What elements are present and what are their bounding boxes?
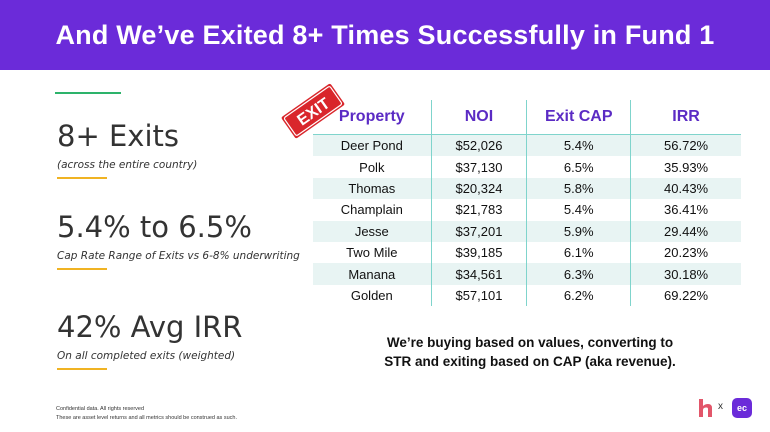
cell-property: Deer Pond bbox=[313, 134, 432, 157]
cell-noi: $52,026 bbox=[430, 134, 527, 157]
stat-value: 5.4% to 6.5% bbox=[57, 210, 252, 244]
cell-property: Polk bbox=[359, 159, 385, 175]
caption-line: We’re buying based on values, converting… bbox=[386, 335, 674, 350]
cell-irr: 35.93% bbox=[630, 156, 741, 178]
cell-exit-cap: 5.9% bbox=[526, 220, 631, 242]
table-row: Two Mile $39,185 6.1% 20.23% bbox=[313, 241, 741, 264]
cell-noi: $37,130 bbox=[430, 156, 527, 178]
cell-exit-cap: 6.5% bbox=[526, 156, 631, 178]
table-row: Golden $57,101 6.2% 69.22% bbox=[313, 284, 741, 307]
cell-property: Jesse bbox=[313, 220, 432, 242]
cell-noi: $57,101 bbox=[430, 284, 527, 307]
stat-cap-rate: 5.4% to 6.5% Cap Rate Range of Exits vs … bbox=[57, 213, 300, 270]
cell-irr: 29.44% bbox=[630, 220, 741, 242]
cell-exit-cap: 5.8% bbox=[526, 177, 631, 200]
stat-caption: (across the entire country) bbox=[57, 159, 198, 171]
stat-caption: On all completed exits (weighted) bbox=[57, 350, 236, 362]
footer-disclaimer: Confidential data. All rights reserved T… bbox=[56, 405, 237, 423]
cell-property: Champlain bbox=[340, 202, 403, 218]
cell-property: Golden bbox=[350, 287, 393, 303]
stat-underline bbox=[57, 268, 107, 270]
page-title: And We’ve Exited 8+ Times Successfully i… bbox=[55, 19, 715, 50]
cell-exit-cap: 5.4% bbox=[526, 134, 631, 157]
cell-irr: 36.41% bbox=[630, 199, 741, 221]
h-logo-icon bbox=[699, 399, 712, 417]
cell-property: Thomas bbox=[313, 177, 432, 200]
cell-noi: $20,324 bbox=[430, 177, 527, 200]
caption-line: STR and exiting based on CAP (aka revenu… bbox=[384, 353, 676, 369]
column-header-noi: NOI bbox=[430, 100, 527, 135]
cell-noi: $21,783 bbox=[430, 199, 527, 221]
column-header-exit-cap: Exit CAP bbox=[526, 100, 631, 135]
column-header-irr: IRR bbox=[630, 100, 741, 135]
logo-separator: x bbox=[718, 401, 723, 412]
stat-value: 8+ Exits bbox=[57, 119, 179, 153]
cell-noi: $39,185 bbox=[430, 241, 527, 264]
cell-irr: 56.72% bbox=[630, 134, 741, 157]
stat-caption: Cap Rate Range of Exits vs 6-8% underwri… bbox=[57, 250, 300, 262]
footer-line: These are asset level returns and all me… bbox=[56, 414, 237, 421]
ec-logo-icon: ec bbox=[732, 398, 752, 418]
cell-irr: 20.23% bbox=[630, 241, 741, 264]
cell-irr: 40.43% bbox=[630, 177, 741, 200]
stat-value: 42% Avg IRR bbox=[57, 310, 243, 344]
cell-noi: $37,201 bbox=[430, 220, 527, 242]
cell-irr: 69.22% bbox=[630, 284, 741, 307]
cell-exit-cap: 6.3% bbox=[526, 263, 631, 285]
cell-exit-cap: 5.4% bbox=[526, 199, 631, 221]
exits-table: Property NOI Exit CAP IRR Deer Pond $52,… bbox=[313, 100, 741, 307]
stat-underline bbox=[57, 177, 107, 179]
footer-line: Confidential data. All rights reserved bbox=[56, 406, 145, 412]
accent-divider bbox=[55, 92, 121, 94]
cell-exit-cap: 6.2% bbox=[526, 284, 631, 307]
table-row: Champlain $21,783 5.4% 36.41% bbox=[313, 199, 741, 221]
strategy-caption: We’re buying based on values, converting… bbox=[360, 334, 700, 372]
cell-property: Manana bbox=[313, 263, 432, 285]
table-row: Thomas $20,324 5.8% 40.43% bbox=[313, 177, 741, 200]
table-row: Deer Pond $52,026 5.4% 56.72% bbox=[313, 134, 741, 157]
table-row: Polk $37,130 6.5% 35.93% bbox=[313, 156, 741, 178]
stat-irr: 42% Avg IRR On all completed exits (weig… bbox=[57, 313, 242, 370]
cell-noi: $34,561 bbox=[430, 263, 527, 285]
cell-exit-cap: 6.1% bbox=[526, 241, 631, 264]
stat-underline bbox=[57, 368, 107, 370]
title-banner: And We’ve Exited 8+ Times Successfully i… bbox=[0, 0, 770, 70]
cell-irr: 30.18% bbox=[630, 263, 741, 285]
stat-exits: 8+ Exits (across the entire country) bbox=[57, 122, 197, 179]
table-row: Jesse $37,201 5.9% 29.44% bbox=[313, 220, 741, 242]
column-header-property: Property bbox=[313, 100, 432, 135]
cell-property: Two Mile bbox=[346, 245, 398, 261]
table-header-row: Property NOI Exit CAP IRR bbox=[313, 100, 741, 135]
table-row: Manana $34,561 6.3% 30.18% bbox=[313, 263, 741, 285]
